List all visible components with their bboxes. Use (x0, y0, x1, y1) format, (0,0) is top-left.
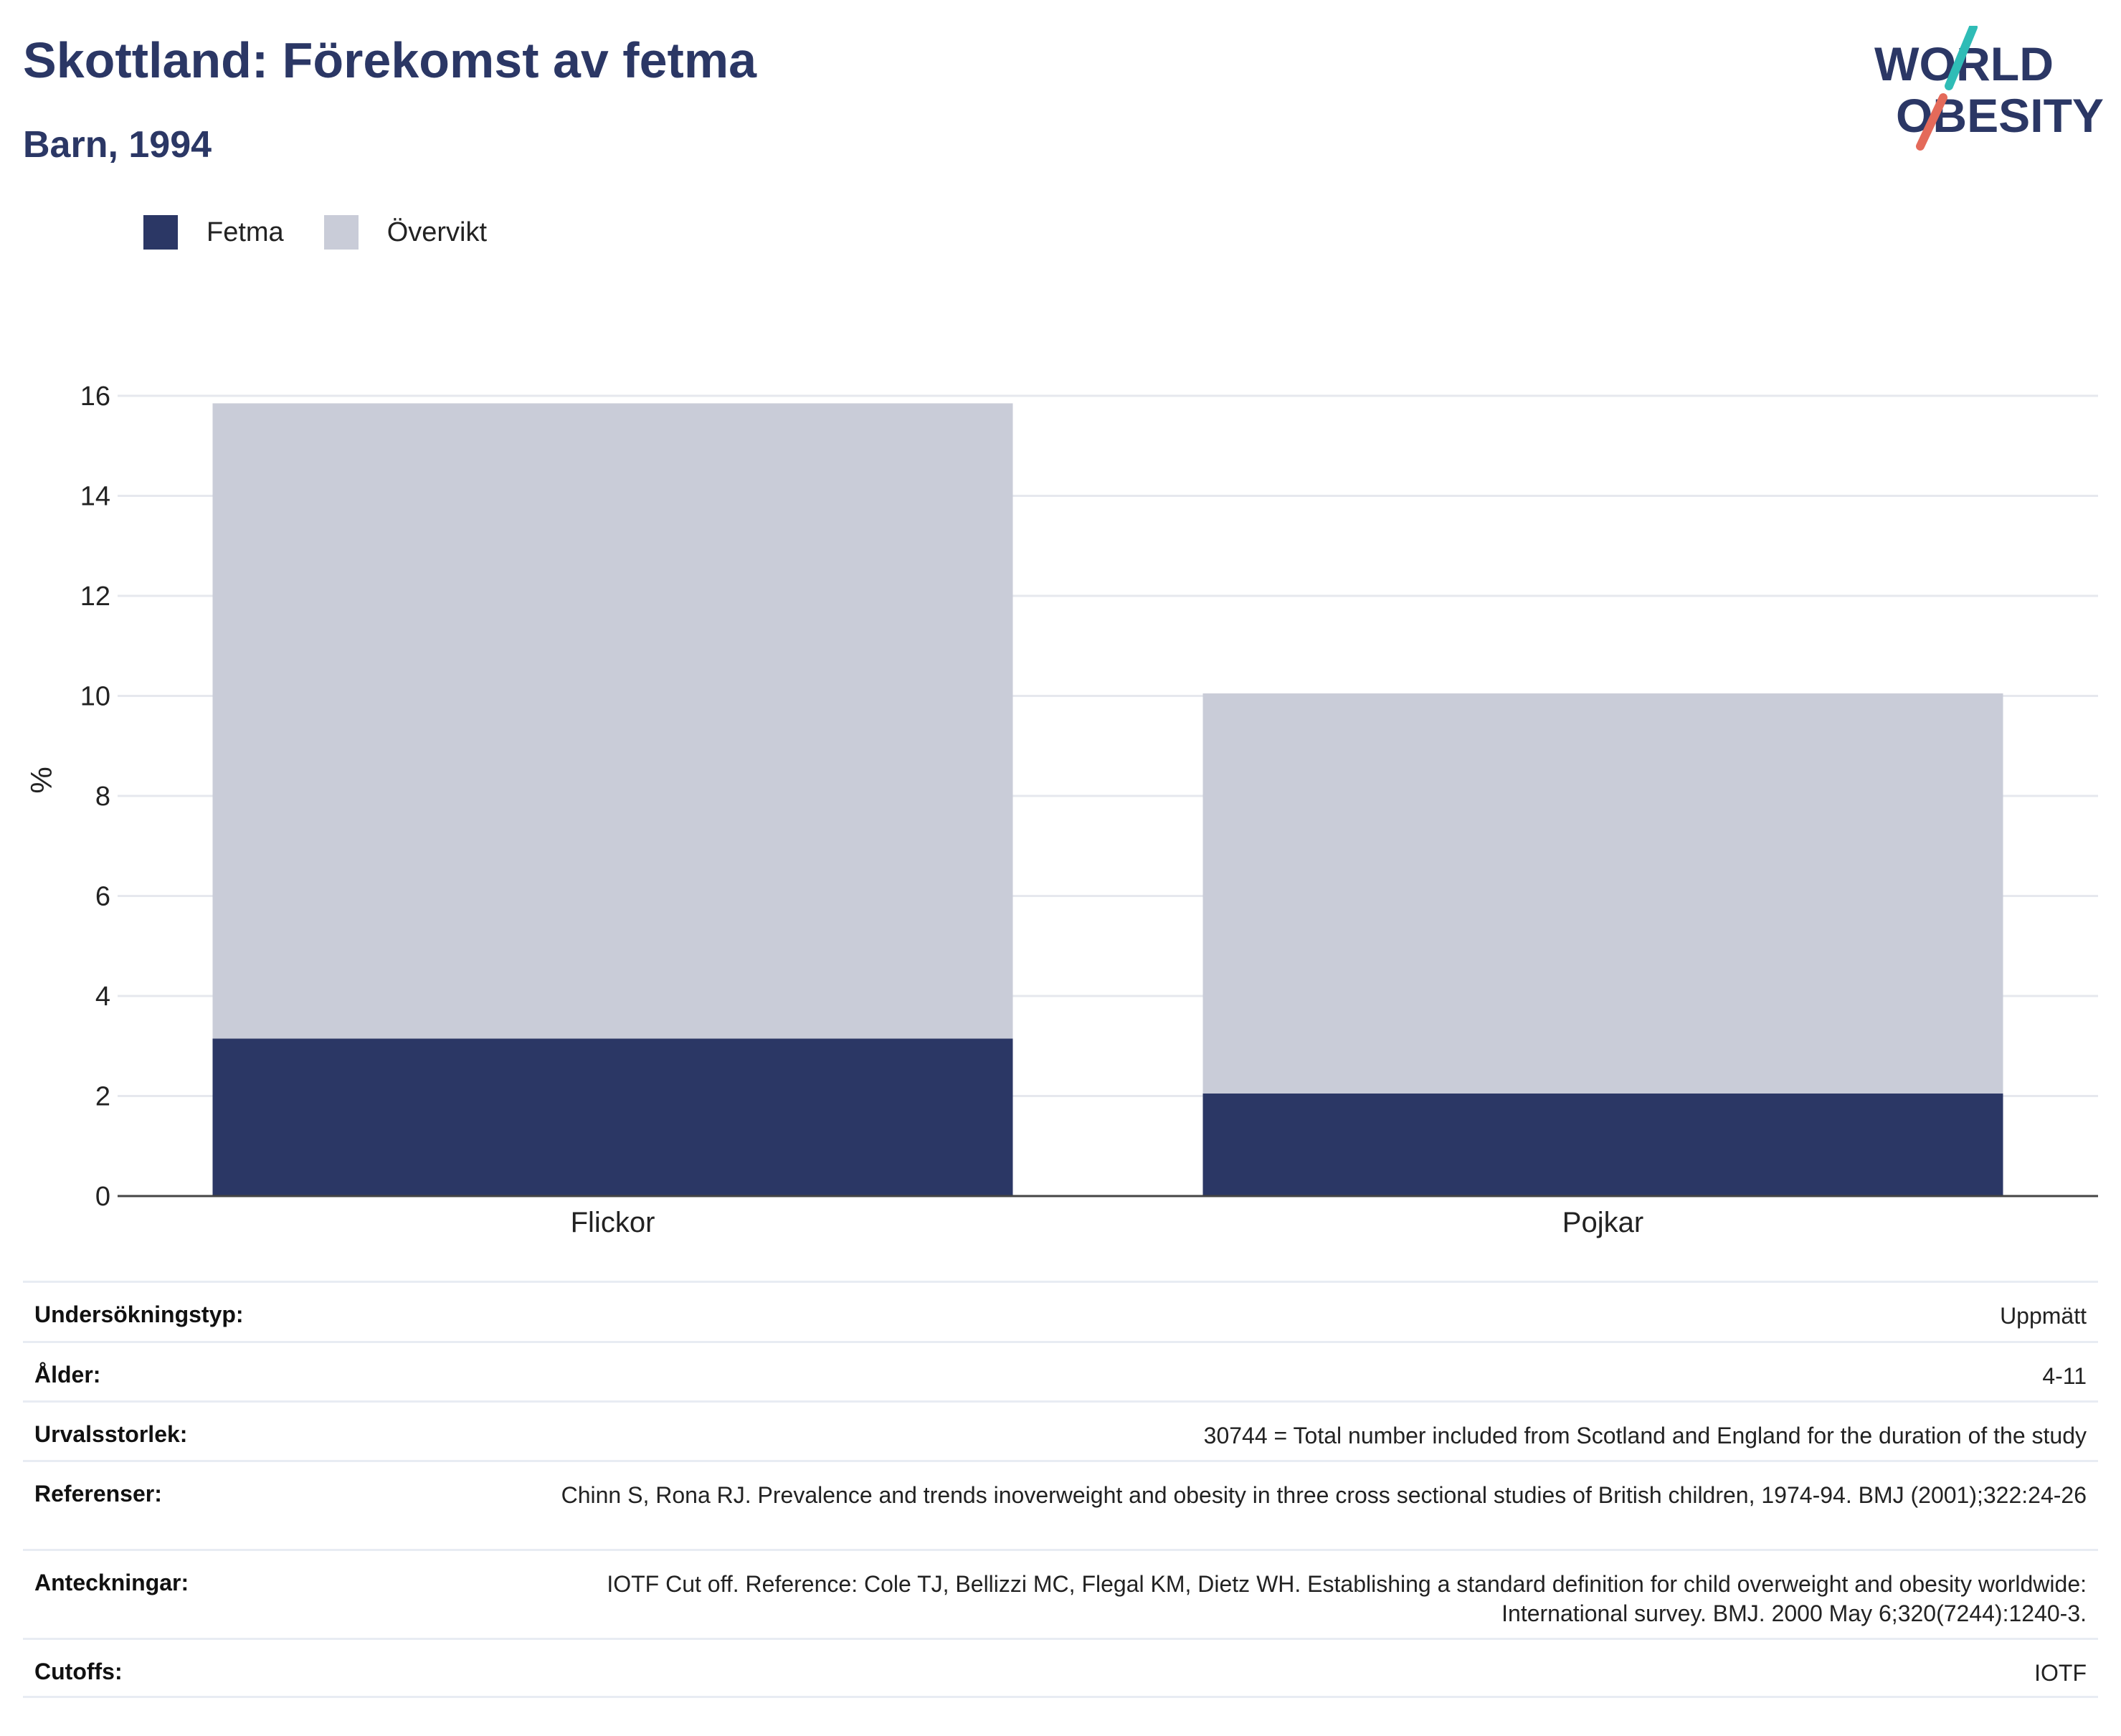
bar-fetma-flickor (212, 1038, 1013, 1196)
meta-label: Ålder: (34, 1362, 101, 1388)
y-tick-label: 12 (80, 582, 110, 612)
page-title: Skottland: Förekomst av fetma (23, 32, 756, 88)
page-subtitle: Barn, 1994 (23, 124, 212, 166)
meta-label: Referenser: (34, 1481, 162, 1507)
legend-swatch-fetma (143, 215, 178, 250)
y-axis-title: % (24, 767, 58, 793)
meta-row-references: Referenser: Chinn S, Rona RJ. Prevalence… (23, 1460, 2098, 1549)
bar-overvikt-flickor (212, 403, 1013, 1039)
world-obesity-logo: WORLD OBESITY (1874, 26, 2104, 151)
meta-row-age: Ålder: 4-11 (23, 1341, 2098, 1400)
meta-row-notes: Anteckningar: IOTF Cut off. Reference: C… (23, 1549, 2098, 1638)
bar-fetma-pojkar (1202, 1094, 2003, 1196)
stacked-bar-chart: 0 2 4 6 8 10 12 14 16% Flickor Pojkar (24, 381, 2098, 1238)
y-tick-label: 16 (80, 381, 110, 412)
legend-item-fetma[interactable]: Fetma (143, 215, 284, 250)
meta-label: Anteckningar: (34, 1570, 189, 1595)
meta-row-sample-size: Urvalsstorlek: 30744 = Total number incl… (23, 1400, 2098, 1460)
y-tick-label: 6 (95, 882, 110, 912)
x-tick-label: Pojkar (1562, 1207, 1643, 1238)
meta-row-survey-type: Undersökningstyp: Uppmätt (23, 1281, 2098, 1341)
meta-value: 4-11 (2042, 1363, 2087, 1389)
y-tick-label: 14 (80, 482, 110, 512)
legend-swatch-overvikt (323, 215, 359, 250)
metadata-table: Undersökningstyp: Uppmätt Ålder: 4-11 Ur… (23, 1281, 2098, 1698)
y-tick-label: 8 (95, 782, 110, 812)
meta-label: Undersökningstyp: (34, 1301, 244, 1327)
bar-overvikt-pojkar (1202, 693, 2003, 1094)
meta-value: IOTF (2034, 1660, 2087, 1686)
meta-value: IOTF Cut off. Reference: Cole TJ, Belliz… (607, 1571, 2087, 1626)
y-tick-label: 2 (95, 1082, 110, 1112)
y-tick-label: 10 (80, 682, 110, 712)
legend-label-fetma: Fetma (207, 217, 284, 247)
y-tick-label: 0 (95, 1182, 110, 1212)
meta-value: Uppmätt (2000, 1303, 2087, 1329)
meta-value: 30744 = Total number included from Scotl… (1203, 1423, 2087, 1448)
meta-value: Chinn S, Rona RJ. Prevalence and trends … (561, 1482, 2087, 1508)
legend-item-overvikt[interactable]: Övervikt (323, 215, 488, 250)
meta-row-cutoffs: Cutoffs: IOTF (23, 1638, 2098, 1698)
legend-label-overvikt: Övervikt (386, 217, 488, 247)
y-tick-label: 4 (95, 982, 110, 1012)
meta-label: Urvalsstorlek: (34, 1421, 188, 1447)
meta-label: Cutoffs: (34, 1659, 123, 1684)
x-tick-label: Flickor (571, 1207, 655, 1238)
chart-legend: Fetma Övervikt (143, 212, 527, 252)
